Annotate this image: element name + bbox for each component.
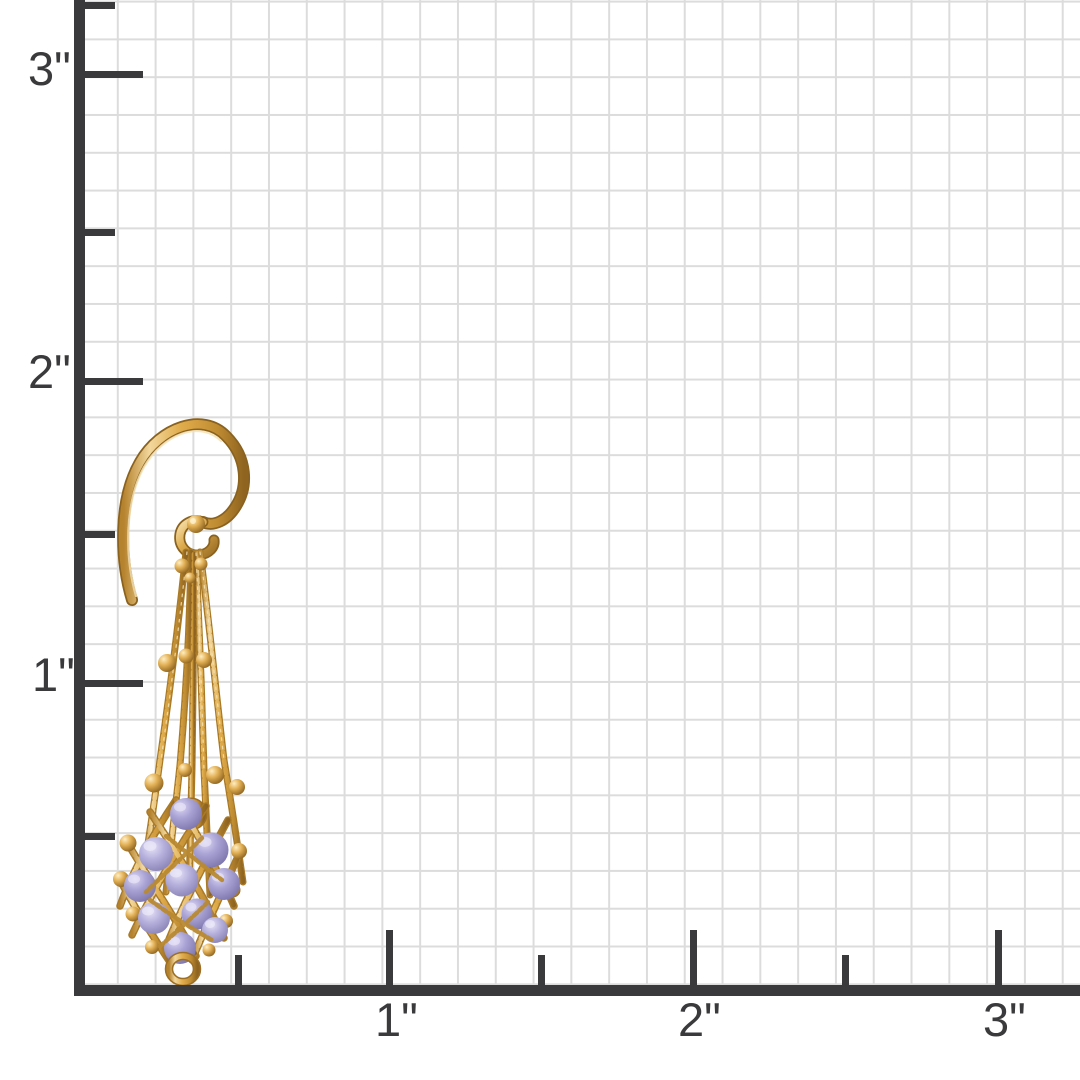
x-tick-minor (235, 955, 242, 985)
y-tick-minor (85, 833, 115, 840)
y-label-1in: 1" (32, 648, 75, 701)
y-tick-major-2in (85, 378, 143, 385)
x-label-3in: 3" (983, 993, 1026, 1046)
y-tick-major-3in (85, 71, 143, 78)
y-label-2in: 2" (28, 345, 71, 398)
y-label-3in: 3" (28, 42, 71, 95)
x-tick-minor (538, 955, 545, 985)
x-tick-major-1in (386, 930, 393, 985)
y-tick-major-1in (85, 680, 143, 687)
x-label-1in: 1" (375, 993, 418, 1046)
x-tick-major-2in (690, 930, 697, 985)
x-tick-minor (842, 955, 849, 985)
y-tick-minor (85, 2, 115, 9)
measurement-grid (80, 0, 1080, 988)
y-axis-ruler (74, 0, 85, 996)
x-label-2in: 2" (678, 993, 721, 1046)
x-axis-ruler (74, 985, 1080, 996)
y-tick-minor (85, 531, 115, 538)
x-tick-major-3in (995, 930, 1002, 985)
y-tick-minor (85, 229, 115, 236)
